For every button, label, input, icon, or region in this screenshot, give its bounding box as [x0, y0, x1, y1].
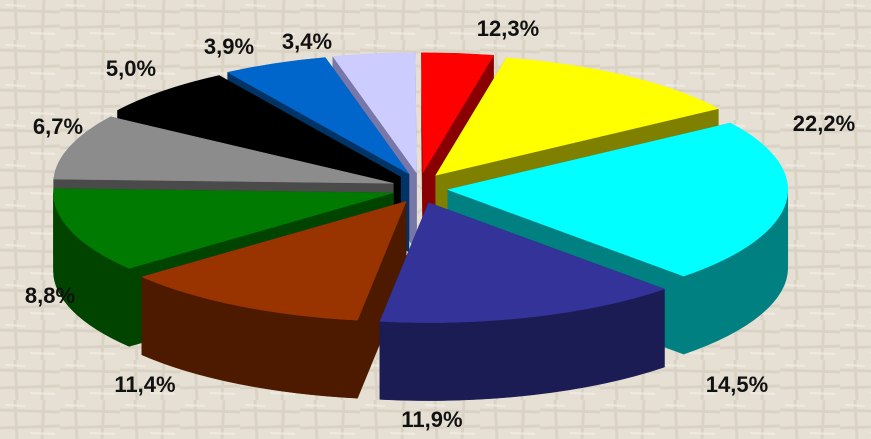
data-label: 22,2% [793, 111, 855, 136]
slice-top [435, 57, 720, 176]
data-label: 5,0% [106, 56, 156, 81]
pie-slice [379, 202, 666, 401]
data-label: 14,5% [706, 372, 768, 397]
slice-top [379, 202, 666, 323]
data-label: 11,9% [401, 407, 462, 432]
data-label: 6,7% [33, 114, 83, 139]
slice-top [332, 52, 417, 174]
pie-slices [53, 52, 789, 401]
pie-slice [141, 201, 407, 399]
slice-top [53, 116, 394, 184]
slice-top [141, 201, 407, 321]
slice-top [226, 57, 410, 175]
data-label: 3,9% [204, 34, 254, 59]
data-label: 8,8% [25, 283, 75, 308]
slice-top [421, 52, 495, 174]
slice-top [446, 122, 789, 277]
slice-labels: 12,3% 22,2% 14,5% 11,9% 11,4% 8,8% 6,7% 5,0% 3,9… [25, 16, 855, 432]
slice-top [53, 188, 394, 269]
data-label: 12,3% [477, 16, 539, 41]
data-label: 3,4% [282, 29, 332, 54]
data-label: 11,4% [114, 372, 175, 397]
slice-top [116, 75, 401, 178]
